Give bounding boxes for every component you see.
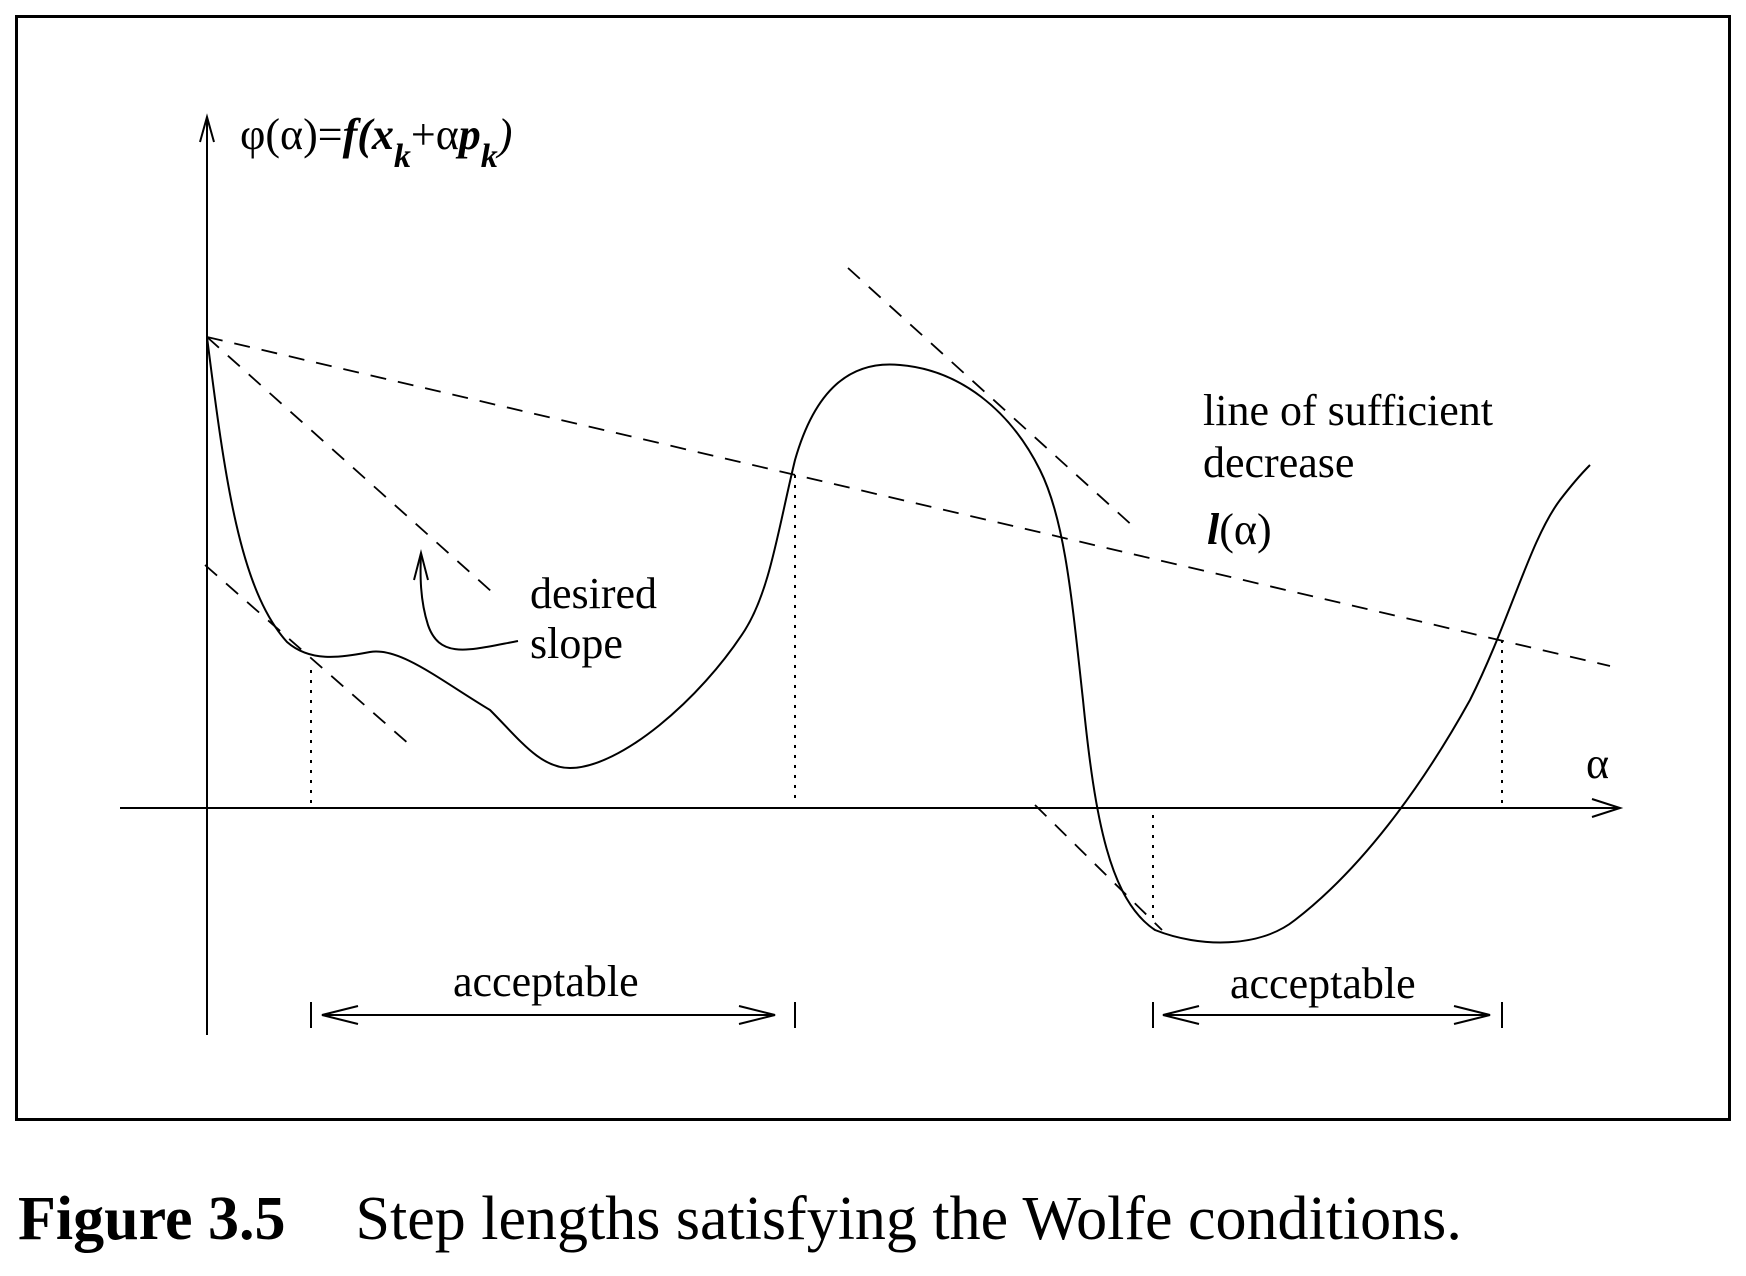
sufficient-decrease-label-line1: line of sufficient bbox=[1203, 386, 1493, 435]
figure-number: Figure 3.5 bbox=[18, 1185, 286, 1253]
y-label-f: f( bbox=[342, 110, 372, 159]
desired-slope-label-line1: desired bbox=[530, 569, 658, 618]
y-label-plus-alpha: +α bbox=[410, 110, 459, 159]
y-label-p: p bbox=[458, 110, 481, 159]
desired-slope-line bbox=[206, 336, 493, 593]
acceptable-label-2: acceptable bbox=[1230, 959, 1416, 1008]
desired-slope-pointer bbox=[419, 552, 519, 651]
y-label-x: x bbox=[371, 110, 394, 159]
interval-2-arrowhead-left bbox=[1162, 1005, 1200, 1025]
l-alpha-arg: (α) bbox=[1219, 505, 1272, 554]
tangent-line-peak bbox=[847, 267, 1136, 529]
y-label-close: ) bbox=[497, 110, 513, 159]
desired-slope-label-line2: slope bbox=[530, 619, 623, 668]
sufficient-decrease-label-line2: decrease bbox=[1203, 438, 1355, 487]
tangent-line-left bbox=[204, 564, 411, 746]
caption-text: Step lengths satisfying the Wolfe condit… bbox=[355, 1185, 1462, 1253]
x-axis-label: α bbox=[1586, 739, 1610, 788]
interval-1-arrowhead-left bbox=[321, 1005, 359, 1025]
x-axis-arrowhead bbox=[1591, 798, 1624, 818]
l-alpha-label: l(α) bbox=[1207, 508, 1272, 552]
y-label-sub-k1: k bbox=[393, 138, 411, 175]
tangent-line-valley bbox=[1034, 804, 1163, 931]
y-label-prefix: φ(α)= bbox=[240, 110, 343, 159]
y-axis-arrowhead bbox=[199, 113, 215, 143]
interval-1-arrowhead-right bbox=[738, 1005, 776, 1025]
interval-2-arrowhead-right bbox=[1453, 1005, 1491, 1025]
y-label-sub-k2: k bbox=[480, 138, 498, 175]
y-axis-label: φ(α)=f(xk+αpk) bbox=[240, 113, 512, 174]
acceptable-label-1: acceptable bbox=[453, 957, 639, 1006]
l-alpha-l: l bbox=[1207, 505, 1220, 554]
figure-caption: Figure 3.5 Step lengths satisfying the Wo… bbox=[18, 1188, 1462, 1250]
desired-slope-pointer-head bbox=[413, 549, 429, 581]
phi-curve bbox=[206, 336, 1591, 944]
figure-frame bbox=[15, 15, 1731, 1121]
